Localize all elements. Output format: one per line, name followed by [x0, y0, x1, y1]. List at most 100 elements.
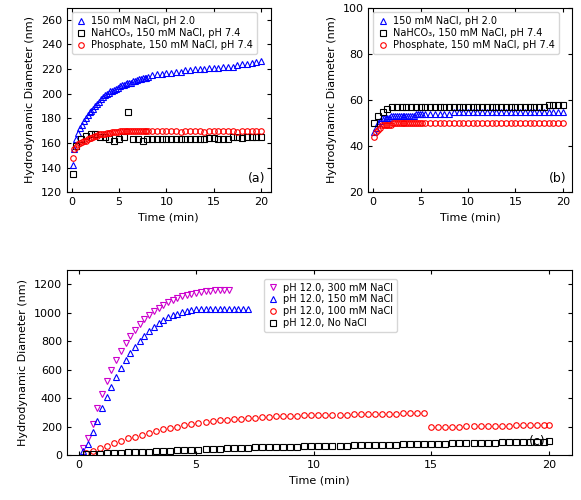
- NaHCO₃, 150 mM NaCl, pH 7.4: [101, 134, 108, 140]
- NaHCO₃, 150 mM NaCl, pH 7.4: [393, 104, 400, 110]
- NaHCO₃, 150 mM NaCl, pH 7.4: [83, 132, 89, 138]
- Legend: 150 mM NaCl, pH 2.0, NaHCO₃, 150 mM NaCl, pH 7.4, Phosphate, 150 mM NaCl, pH 7.4: 150 mM NaCl, pH 2.0, NaHCO₃, 150 mM NaCl…: [374, 12, 558, 54]
- pH 12.0, No NaCl: [519, 439, 526, 445]
- Legend: pH 12.0, 300 mM NaCl, pH 12.0, 150 mM NaCl, pH 12.0, 100 mM NaCl, pH 12.0, No Na: pH 12.0, 300 mM NaCl, pH 12.0, 150 mM Na…: [264, 278, 397, 332]
- pH 12.0, 300 mM NaCl: [207, 288, 214, 294]
- NaHCO₃, 150 mM NaCl, pH 7.4: [116, 136, 123, 142]
- Y-axis label: Hydrodynamic Diameter (nm): Hydrodynamic Diameter (nm): [327, 16, 337, 183]
- NaHCO₃, 150 mM NaCl, pH 7.4: [446, 104, 453, 110]
- pH 12.0, 150 mM NaCl: [198, 306, 205, 312]
- NaHCO₃, 150 mM NaCl, pH 7.4: [111, 138, 118, 143]
- NaHCO₃, 150 mM NaCl, pH 7.4: [545, 102, 552, 107]
- pH 12.0, 150 mM NaCl: [174, 310, 181, 316]
- 150 mM NaCl, pH 2.0: [560, 108, 566, 114]
- pH 12.0, 300 mM NaCl: [94, 405, 101, 411]
- pH 12.0, 100 mM NaCl: [138, 432, 145, 438]
- pH 12.0, 150 mM NaCl: [113, 374, 120, 380]
- pH 12.0, 300 mM NaCl: [198, 288, 205, 294]
- NaHCO₃, 150 mM NaCl, pH 7.4: [408, 104, 415, 110]
- Line: NaHCO₃, 150 mM NaCl, pH 7.4: NaHCO₃, 150 mM NaCl, pH 7.4: [70, 110, 264, 176]
- NaHCO₃, 150 mM NaCl, pH 7.4: [512, 104, 519, 110]
- pH 12.0, 150 mM NaCl: [188, 307, 195, 313]
- NaHCO₃, 150 mM NaCl, pH 7.4: [69, 171, 76, 177]
- pH 12.0, 100 mM NaCl: [442, 424, 449, 430]
- NaHCO₃, 150 mM NaCl, pH 7.4: [224, 136, 231, 142]
- Y-axis label: Hydrodynamic Diameter (nm): Hydrodynamic Diameter (nm): [18, 279, 28, 446]
- Line: 150 mM NaCl, pH 2.0: 150 mM NaCl, pH 2.0: [70, 58, 264, 168]
- pH 12.0, 100 mM NaCl: [153, 428, 160, 434]
- pH 12.0, 150 mM NaCl: [221, 306, 228, 312]
- NaHCO₃, 150 mM NaCl, pH 7.4: [536, 104, 543, 110]
- NaHCO₃, 150 mM NaCl, pH 7.4: [153, 136, 160, 142]
- pH 12.0, 300 mM NaCl: [122, 340, 129, 345]
- pH 12.0, 150 mM NaCl: [235, 306, 242, 312]
- NaHCO₃, 150 mM NaCl, pH 7.4: [182, 136, 189, 142]
- pH 12.0, 300 mM NaCl: [160, 302, 167, 308]
- NaHCO₃, 150 mM NaCl, pH 7.4: [531, 104, 538, 110]
- Phosphate, 150 mM NaCl, pH 7.4: [69, 155, 76, 161]
- Phosphate, 150 mM NaCl, pH 7.4: [390, 120, 397, 126]
- 150 mM NaCl, pH 2.0: [371, 130, 378, 136]
- pH 12.0, 150 mM NaCl: [211, 306, 218, 312]
- pH 12.0, 300 mM NaCl: [211, 288, 218, 294]
- NaHCO₃, 150 mM NaCl, pH 7.4: [413, 104, 419, 110]
- pH 12.0, 300 mM NaCl: [89, 420, 96, 426]
- 150 mM NaCl, pH 2.0: [450, 108, 457, 114]
- Phosphate, 150 mM NaCl, pH 7.4: [257, 128, 264, 134]
- NaHCO₃, 150 mM NaCl, pH 7.4: [371, 120, 378, 126]
- NaHCO₃, 150 mM NaCl, pH 7.4: [483, 104, 490, 110]
- NaHCO₃, 150 mM NaCl, pH 7.4: [96, 134, 103, 140]
- NaHCO₃, 150 mM NaCl, pH 7.4: [375, 113, 382, 119]
- pH 12.0, 300 mM NaCl: [225, 288, 232, 294]
- pH 12.0, 100 mM NaCl: [519, 422, 526, 428]
- pH 12.0, 150 mM NaCl: [183, 308, 190, 314]
- NaHCO₃, 150 mM NaCl, pH 7.4: [488, 104, 495, 110]
- pH 12.0, No NaCl: [272, 444, 279, 450]
- NaHCO₃, 150 mM NaCl, pH 7.4: [201, 136, 208, 142]
- NaHCO₃, 150 mM NaCl, pH 7.4: [120, 134, 127, 140]
- NaHCO₃, 150 mM NaCl, pH 7.4: [460, 104, 467, 110]
- pH 12.0, 300 mM NaCl: [150, 308, 157, 314]
- NaHCO₃, 150 mM NaCl, pH 7.4: [403, 104, 410, 110]
- pH 12.0, No NaCl: [435, 441, 442, 447]
- NaHCO₃, 150 mM NaCl, pH 7.4: [130, 136, 137, 142]
- 150 mM NaCl, pH 2.0: [446, 111, 453, 117]
- NaHCO₃, 150 mM NaCl, pH 7.4: [379, 108, 386, 114]
- NaHCO₃, 150 mM NaCl, pH 7.4: [450, 104, 457, 110]
- pH 12.0, No NaCl: [294, 444, 301, 450]
- Phosphate, 150 mM NaCl, pH 7.4: [105, 130, 112, 136]
- Phosphate, 150 mM NaCl, pH 7.4: [98, 132, 105, 138]
- NaHCO₃, 150 mM NaCl, pH 7.4: [220, 136, 227, 142]
- pH 12.0, 300 mM NaCl: [146, 312, 153, 318]
- pH 12.0, 300 mM NaCl: [221, 288, 228, 294]
- Phosphate, 150 mM NaCl, pH 7.4: [372, 130, 379, 136]
- NaHCO₃, 150 mM NaCl, pH 7.4: [139, 138, 146, 143]
- NaHCO₃, 150 mM NaCl, pH 7.4: [389, 104, 396, 110]
- NaHCO₃, 150 mM NaCl, pH 7.4: [92, 132, 99, 138]
- NaHCO₃, 150 mM NaCl, pH 7.4: [149, 136, 156, 142]
- pH 12.0, 150 mM NaCl: [136, 338, 143, 344]
- NaHCO₃, 150 mM NaCl, pH 7.4: [158, 136, 165, 142]
- pH 12.0, 150 mM NaCl: [141, 333, 148, 339]
- NaHCO₃, 150 mM NaCl, pH 7.4: [87, 132, 94, 138]
- pH 12.0, 300 mM NaCl: [216, 288, 223, 294]
- Line: Phosphate, 150 mM NaCl, pH 7.4: Phosphate, 150 mM NaCl, pH 7.4: [70, 128, 264, 160]
- NaHCO₃, 150 mM NaCl, pH 7.4: [479, 104, 486, 110]
- NaHCO₃, 150 mM NaCl, pH 7.4: [163, 136, 170, 142]
- NaHCO₃, 150 mM NaCl, pH 7.4: [73, 142, 80, 148]
- 150 mM NaCl, pH 2.0: [120, 82, 127, 88]
- NaHCO₃, 150 mM NaCl, pH 7.4: [555, 102, 562, 107]
- pH 12.0, 300 mM NaCl: [202, 288, 209, 294]
- pH 12.0, No NaCl: [82, 452, 89, 458]
- NaHCO₃, 150 mM NaCl, pH 7.4: [167, 136, 174, 142]
- NaHCO₃, 150 mM NaCl, pH 7.4: [455, 104, 462, 110]
- pH 12.0, 150 mM NaCl: [202, 306, 209, 312]
- Phosphate, 150 mM NaCl, pH 7.4: [116, 128, 123, 134]
- pH 12.0, 100 mM NaCl: [421, 410, 428, 416]
- pH 12.0, 300 mM NaCl: [127, 332, 134, 338]
- pH 12.0, 300 mM NaCl: [80, 445, 87, 451]
- pH 12.0, 300 mM NaCl: [84, 435, 91, 441]
- NaHCO₃, 150 mM NaCl, pH 7.4: [239, 135, 246, 141]
- pH 12.0, 150 mM NaCl: [80, 448, 87, 454]
- NaHCO₃, 150 mM NaCl, pH 7.4: [253, 134, 260, 140]
